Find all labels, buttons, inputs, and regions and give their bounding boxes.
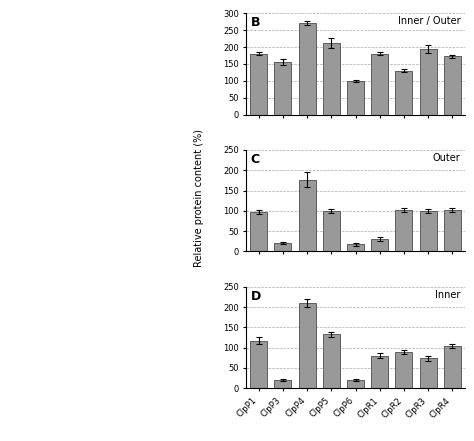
Bar — [250, 212, 267, 251]
Bar — [444, 209, 461, 251]
Bar — [444, 56, 461, 115]
Bar — [250, 340, 267, 388]
Text: D: D — [251, 290, 261, 303]
Text: Inner: Inner — [435, 290, 460, 300]
Text: Outer: Outer — [432, 153, 460, 163]
Bar — [323, 334, 340, 388]
Bar — [299, 23, 316, 115]
Bar — [299, 303, 316, 388]
Bar — [371, 239, 388, 251]
Bar — [419, 49, 437, 115]
Text: B: B — [251, 16, 260, 29]
Bar — [371, 54, 388, 115]
Bar — [347, 380, 364, 388]
Bar — [347, 244, 364, 251]
Bar — [347, 81, 364, 115]
Bar — [274, 380, 292, 388]
Bar — [395, 210, 412, 251]
Text: Relative protein content (%): Relative protein content (%) — [194, 130, 204, 267]
Bar — [371, 355, 388, 388]
Bar — [274, 62, 292, 115]
Bar — [274, 243, 292, 251]
Bar — [323, 43, 340, 115]
Bar — [299, 179, 316, 251]
Bar — [419, 211, 437, 251]
Bar — [419, 359, 437, 388]
Text: C: C — [251, 153, 260, 166]
Bar — [395, 71, 412, 115]
Bar — [323, 211, 340, 251]
Bar — [444, 346, 461, 388]
Bar — [395, 351, 412, 388]
Text: Inner / Outer: Inner / Outer — [398, 16, 460, 26]
Bar — [250, 54, 267, 115]
